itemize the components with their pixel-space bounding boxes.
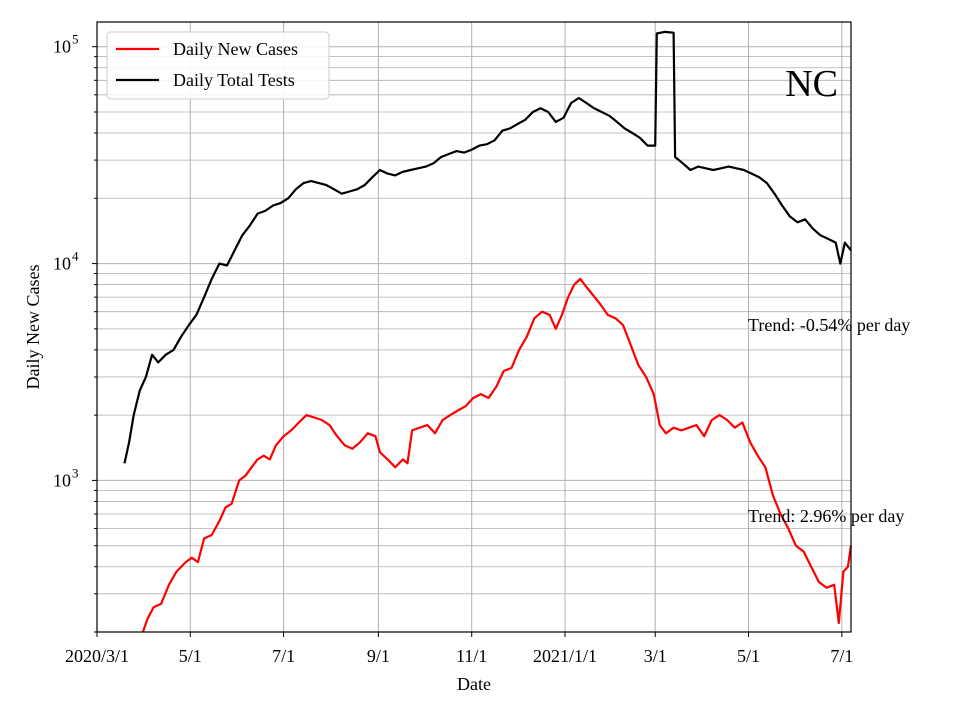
y-axis-label: Daily New Cases xyxy=(23,265,43,390)
x-tick-label: 2020/3/1 xyxy=(65,646,129,666)
legend-box xyxy=(106,31,330,100)
y-tick-exponent: 3 xyxy=(72,465,79,480)
series-lines xyxy=(123,30,853,633)
x-tick-label: 11/1 xyxy=(456,646,487,666)
grid-lines xyxy=(96,22,851,633)
y-tick-label: 10 xyxy=(53,254,71,274)
legend: Daily New Cases Daily Total Tests xyxy=(106,31,330,100)
legend-label-cases: Daily New Cases xyxy=(173,39,298,59)
y-tick-label: 10 xyxy=(53,37,71,57)
annotation-label: NC xyxy=(785,63,838,105)
x-tick-label: 3/1 xyxy=(644,646,667,666)
legend-label-tests: Daily Total Tests xyxy=(173,70,295,90)
x-tick-label: 7/1 xyxy=(272,646,295,666)
x-tick-label: 5/1 xyxy=(737,646,760,666)
x-tick-label: 7/1 xyxy=(830,646,853,666)
y-tick-exponent: 4 xyxy=(72,249,79,264)
plot-frame xyxy=(96,21,852,633)
series-line-1 xyxy=(123,30,852,464)
axis-ticks: 2020/3/1 5/1 7/1 9/1 11/1 2021/1/1 3/1 5/1 7/1 10… xyxy=(53,32,853,666)
trend-label-cases: Trend: 2.96% per day xyxy=(748,506,904,526)
x-tick-label: 9/1 xyxy=(367,646,390,666)
x-tick-label: 2021/1/1 xyxy=(533,646,597,666)
y-tick-exponent: 5 xyxy=(72,32,79,47)
x-tick-label: 5/1 xyxy=(179,646,202,666)
y-tick-label: 10 xyxy=(53,470,71,490)
x-axis-label: Date xyxy=(457,674,491,694)
series-line-0 xyxy=(141,277,853,633)
trend-label-tests: Trend: -0.54% per day xyxy=(748,315,910,335)
